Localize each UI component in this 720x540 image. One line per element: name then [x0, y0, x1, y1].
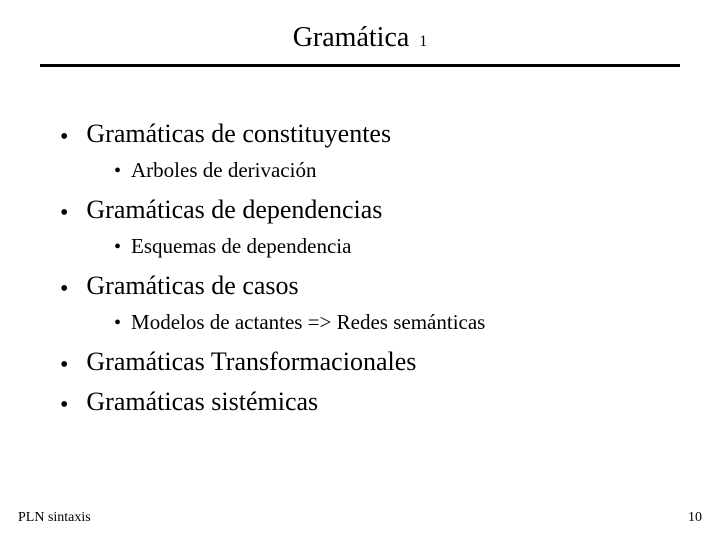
bullet-icon: •: [60, 123, 68, 151]
title-block: Gramática 1: [0, 0, 720, 54]
sub-list-item-text: Arboles de derivación: [131, 157, 316, 183]
bullet-icon: •: [60, 391, 68, 419]
footer: PLN sintaxis 10: [18, 510, 702, 526]
bullet-icon: •: [114, 311, 121, 335]
list-item-text: Gramáticas de constituyentes: [86, 117, 391, 151]
list-item-text: Gramáticas de casos: [86, 269, 298, 303]
sub-list: • Esquemas de dependencia: [114, 233, 660, 259]
slide-title: Gramática: [293, 22, 410, 53]
list-item: • Gramáticas Transformacionales: [60, 345, 660, 379]
bullet-icon: •: [114, 235, 121, 259]
list-item: • Gramáticas sistémicas: [60, 385, 660, 419]
bullet-icon: •: [60, 351, 68, 379]
list-item-text: Gramáticas de dependencias: [86, 193, 382, 227]
sub-list: • Arboles de derivación: [114, 157, 660, 183]
list-item: • Gramáticas de dependencias • Esquemas …: [60, 193, 660, 259]
sub-list-item: • Arboles de derivación: [114, 157, 660, 183]
sub-list-item-text: Modelos de actantes => Redes semánticas: [131, 309, 485, 335]
bullet-list: • Gramáticas de constituyentes • Arboles…: [60, 117, 660, 419]
list-item-text: Gramáticas Transformacionales: [86, 345, 416, 379]
list-item: • Gramáticas de constituyentes • Arboles…: [60, 117, 660, 183]
sub-list: • Modelos de actantes => Redes semántica…: [114, 309, 660, 335]
sub-list-item-text: Esquemas de dependencia: [131, 233, 351, 259]
bullet-icon: •: [60, 199, 68, 227]
slide-title-subscript: 1: [419, 33, 427, 50]
list-item-text: Gramáticas sistémicas: [86, 385, 318, 419]
bullet-icon: •: [114, 159, 121, 183]
footer-left: PLN sintaxis: [18, 510, 91, 526]
slide: Gramática 1 • Gramáticas de constituyent…: [0, 0, 720, 540]
bullet-icon: •: [60, 275, 68, 303]
list-item: • Gramáticas de casos • Modelos de actan…: [60, 269, 660, 335]
sub-list-item: • Esquemas de dependencia: [114, 233, 660, 259]
slide-content: • Gramáticas de constituyentes • Arboles…: [0, 67, 720, 419]
page-number: 10: [688, 510, 702, 526]
sub-list-item: • Modelos de actantes => Redes semántica…: [114, 309, 660, 335]
